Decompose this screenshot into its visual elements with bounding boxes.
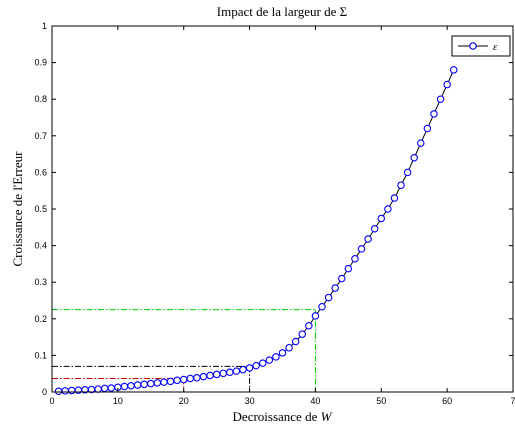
data-point: [397, 181, 405, 189]
data-point: [147, 379, 155, 388]
data-point: [298, 330, 307, 338]
data-point: [272, 353, 280, 361]
data-point: [245, 364, 254, 372]
data-point: [357, 245, 366, 253]
data-point: [384, 205, 392, 213]
data-point: [436, 95, 445, 103]
data-point: [324, 293, 333, 302]
data-point: [258, 359, 267, 367]
data-point: [338, 274, 346, 283]
data-point: [390, 194, 399, 202]
y-tick-label: 0.8: [34, 94, 47, 104]
data-point: [285, 343, 293, 352]
data-point: [153, 379, 162, 387]
data-point: [186, 374, 195, 383]
data-point: [133, 381, 142, 389]
data-point: [449, 66, 458, 74]
y-tick-label: 0.6: [34, 167, 47, 177]
data-point: [68, 386, 76, 395]
y-tick-label: 1: [42, 21, 47, 31]
data-point: [226, 368, 234, 376]
y-tick-label: 0.5: [34, 204, 47, 214]
data-point: [370, 225, 379, 233]
data-point: [94, 385, 102, 393]
data-point: [331, 284, 339, 292]
data-point: [179, 375, 188, 384]
x-tick-label: 10: [113, 396, 123, 406]
data-point: [311, 312, 320, 320]
data-point: [423, 124, 432, 133]
data-point: [212, 370, 221, 379]
data-point: [61, 387, 69, 395]
y-tick-label: 0.9: [34, 58, 47, 68]
data-point: [344, 264, 353, 273]
data-point: [232, 367, 241, 375]
x-axis-label: Decroissance de W: [233, 409, 333, 424]
data-point: [351, 255, 359, 263]
y-tick-label: 0.1: [34, 350, 47, 360]
data-point: [100, 384, 109, 393]
y-tick-label: 0.4: [34, 241, 47, 251]
data-point: [54, 387, 63, 396]
y-tick-label: 0.2: [34, 314, 47, 324]
x-tick-label: 40: [310, 396, 320, 406]
x-axis-label-text: Decroissance de: [233, 409, 321, 424]
data-point: [443, 80, 451, 89]
legend-marker-sample: [469, 42, 477, 50]
data-point: [305, 321, 313, 330]
data-point: [107, 384, 116, 392]
data-point: [127, 382, 135, 390]
series-layer: [54, 66, 458, 396]
data-point: [364, 235, 372, 243]
y-axis-label: Croissance de l'Erreur: [10, 151, 25, 267]
data-point: [166, 377, 175, 386]
x-axis-label-var: W: [321, 409, 333, 424]
data-point: [278, 349, 287, 357]
data-point: [252, 361, 260, 370]
x-tick-label: 20: [179, 396, 189, 406]
data-point: [160, 378, 168, 386]
data-point: [199, 372, 208, 381]
data-point: [206, 371, 214, 380]
y-tick-label: 0.3: [34, 277, 47, 287]
data-point: [377, 214, 386, 223]
legend: ε: [451, 35, 511, 57]
data-point: [291, 337, 300, 346]
plot-frame: [51, 25, 514, 393]
data-point: [239, 365, 247, 374]
axis-ticks: 0 10 20 30 40 50 60 700.10.20.30.40.50.60.70.80…: [34, 21, 515, 406]
data-point: [410, 154, 418, 162]
y-tick-label: 0: [42, 387, 47, 397]
data-point: [430, 110, 438, 118]
data-point: [417, 139, 425, 147]
data-point: [120, 382, 129, 391]
x-tick-label: 60: [442, 396, 452, 406]
data-point: [265, 356, 274, 364]
data-point: [193, 373, 201, 382]
data-point: [140, 380, 148, 389]
legend-label: ε: [493, 41, 498, 53]
data-point: [318, 302, 326, 311]
x-tick-label: 7: [510, 396, 515, 406]
y-tick-label: 0.7: [34, 131, 47, 141]
x-tick-label: 30: [245, 396, 255, 406]
data-point: [173, 376, 181, 385]
chart-title: Impact de la largeur de Σ: [217, 4, 347, 19]
x-tick-label: 50: [376, 396, 386, 406]
data-point: [219, 369, 227, 378]
series-line-0: [58, 69, 455, 392]
x-tick-label: 0: [49, 396, 54, 406]
data-point: [403, 168, 412, 177]
